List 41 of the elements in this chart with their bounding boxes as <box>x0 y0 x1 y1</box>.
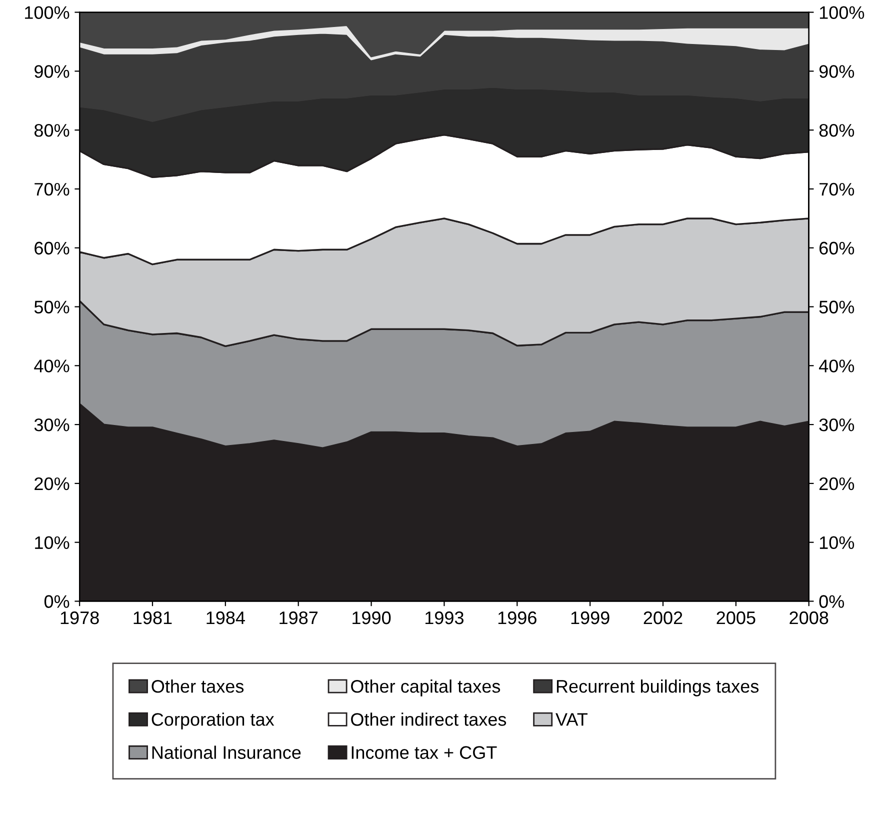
y-tick-label: 70% <box>34 182 70 196</box>
y2-tick-label: 30% <box>819 418 854 432</box>
y2-tick-label: 20% <box>819 477 854 490</box>
x-tick-label: 1990 <box>352 611 391 624</box>
y2-tick-label: 40% <box>818 360 854 372</box>
y2-tick-label: 0% <box>819 595 844 608</box>
y2-tick-label: 10% <box>820 536 854 550</box>
y-tick-label: 30% <box>34 418 70 432</box>
y-tick-label: 50% <box>34 300 70 314</box>
x-tick-label: 2008 <box>790 611 828 624</box>
y-tick-label: 0% <box>44 595 70 608</box>
legend-label: Recurrent buildings taxes <box>556 680 759 696</box>
y-tick-label: 80% <box>34 124 70 137</box>
legend-label: VAT <box>556 713 588 726</box>
x-tick-label: 1999 <box>571 611 610 624</box>
legend-label: Other indirect taxes <box>351 712 506 726</box>
x-tick-label: 1978 <box>60 611 99 624</box>
y2-tick-label: 60% <box>820 242 854 255</box>
x-tick-label: 1996 <box>498 611 536 624</box>
y-tick-label: 60% <box>34 242 70 255</box>
x-tick-label: 1987 <box>280 611 318 624</box>
legend-label: National Insurance <box>152 746 301 759</box>
y-tick-label: 90% <box>34 65 70 78</box>
y2-tick-label: 100% <box>820 6 864 19</box>
legend-label: Corporation tax <box>152 712 274 730</box>
y-tick-label: 20% <box>34 477 70 490</box>
y2-tick-label: 50% <box>819 300 854 314</box>
legend-label: Other taxes <box>152 680 244 693</box>
y-tick-label: 40% <box>34 360 70 372</box>
legend-label: Income tax + CGT <box>352 746 497 759</box>
y2-tick-label: 90% <box>819 65 854 78</box>
y2-tick-label: 80% <box>819 124 854 137</box>
legend-label: Other capital taxes <box>351 680 500 696</box>
y-tick-label: 10% <box>35 536 70 550</box>
x-tick-label: 1981 <box>134 611 172 624</box>
x-tick-label: 1984 <box>206 611 245 624</box>
x-tick-label: 2005 <box>716 611 756 624</box>
y2-tick-label: 70% <box>820 182 854 196</box>
x-tick-label: 2002 <box>644 611 682 624</box>
x-tick-label: 1993 <box>426 611 464 624</box>
y-tick-label: 100% <box>25 6 70 19</box>
